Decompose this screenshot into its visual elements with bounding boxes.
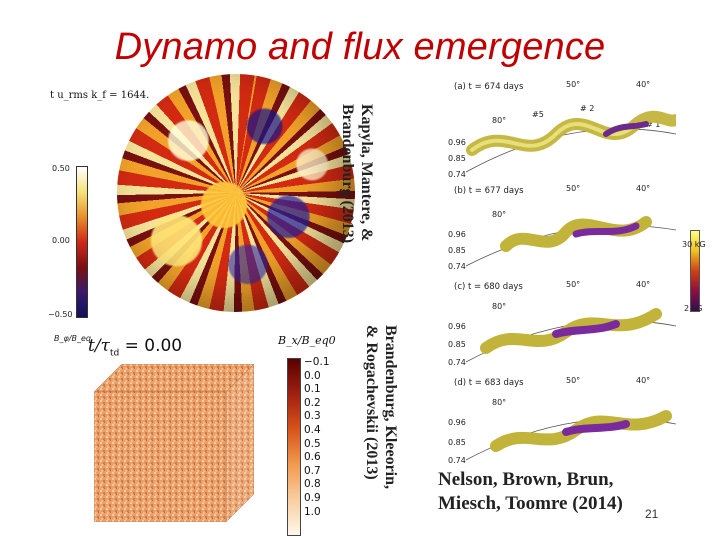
cube-credit: Brandenburg, Kleeorin, & Rogachevskii (2…	[356, 325, 400, 525]
slide-title: Dynamo and flux emergence	[114, 26, 606, 68]
wedge-colorbar-bottom: 2 kG	[684, 304, 703, 313]
wedge-tag: # 1	[646, 120, 661, 129]
wedge-credit: Nelson, Brown, Brun, Miesch, Toomre (201…	[438, 468, 623, 516]
wedge-tube-image	[466, 308, 676, 363]
wedge-panel-d: (d) t = 683 days 50° 40° 80° 0.96 0.85 0…	[436, 376, 676, 472]
wedge-credit-line1: Nelson, Brown, Brun,	[438, 469, 614, 490]
wedge-tube-image	[466, 216, 676, 267]
cube-time-label: t/τtd = 0.00	[88, 336, 182, 358]
wedge-colorbar-top: 30 kG	[682, 240, 706, 249]
wedge-panel-b: (b) t = 677 days 50° 40° 80° 0.96 0.85 0…	[436, 184, 676, 280]
wedge-r-value: 0.85	[448, 154, 466, 163]
wedge-r-value: 0.85	[448, 340, 466, 349]
cube-colorbar-tick: 0.3	[304, 410, 321, 423]
wedge-lat-right: 40°	[636, 376, 651, 385]
wedge-lat-left: 50°	[566, 376, 581, 385]
wedge-panel-c: (c) t = 680 days 50° 40° 80° 0.96 0.85 0…	[436, 280, 676, 376]
wedge-r-value: 0.74	[448, 456, 466, 465]
wedge-colorbar	[690, 230, 700, 312]
wedge-lat-left: 50°	[566, 280, 581, 289]
wedge-tag: 80°	[492, 210, 507, 219]
cube-colorbar-tick: 0.6	[304, 451, 321, 464]
wedge-credit-line2: Miesch, Toomre (2014)	[438, 493, 623, 514]
wedge-r-value: 0.85	[448, 438, 466, 447]
wedge-tube-image	[466, 110, 676, 173]
cube-credit-line1: Brandenburg, Kleeorin,	[382, 325, 399, 490]
wedge-r-value: 0.96	[448, 138, 466, 147]
wedge-tube-image	[466, 410, 676, 461]
sphere-colorbar-tick: 0.50	[52, 164, 70, 173]
wedge-r-value: 0.96	[448, 322, 466, 331]
wedge-tag: 80°	[492, 302, 507, 311]
wedge-r-value: 0.74	[448, 170, 466, 179]
sphere-caption: t u_rms k_f = 1644.	[50, 90, 150, 101]
sphere-colorbar-tick: −0.50	[48, 310, 73, 319]
wedge-tag: 80°	[492, 116, 507, 125]
cube-colorbar-tick: 1.0	[304, 505, 321, 518]
wedge-panel-label: (b) t = 677 days	[454, 186, 524, 196]
cube-colorbar	[287, 358, 301, 536]
wedge-r-value: 0.96	[448, 230, 466, 239]
wedge-figure: (a) t = 674 days 50° 40° 80° #5 # 2 # 1 …	[436, 80, 706, 495]
cube-colorbar-tick: 0.5	[304, 437, 321, 450]
wedge-lat-left: 50°	[566, 80, 581, 89]
wedge-tag: 80°	[492, 398, 507, 407]
wedge-lat-right: 40°	[636, 280, 651, 289]
wedge-panel-label: (c) t = 680 days	[454, 282, 523, 292]
wedge-lat-right: 40°	[636, 184, 651, 193]
wedge-panel-label: (d) t = 683 days	[454, 378, 524, 388]
cube-colorbar-tick: 0.0	[304, 369, 321, 382]
cube-colorbar-tick: 0.9	[304, 491, 321, 504]
page-number: 21	[645, 507, 659, 521]
wedge-panel-label: (a) t = 674 days	[454, 82, 524, 92]
cube-colorbar-tick: −0.1	[304, 356, 330, 368]
cube-colorbar-tick: 0.1	[304, 383, 321, 396]
sphere-figure: t u_rms k_f = 1644. 0.50 0.00 −0.50 B_φ/…	[44, 72, 355, 343]
wedge-r-value: 0.96	[448, 418, 466, 427]
cube-colorbar-tick: 0.8	[304, 478, 321, 491]
cube-time-sub: td	[109, 348, 120, 359]
wedge-r-value: 0.74	[448, 358, 466, 367]
wedge-lat-left: 50°	[566, 184, 581, 193]
wedge-r-value: 0.74	[448, 262, 466, 271]
sphere-colorbar-tick: 0.00	[52, 236, 70, 245]
sphere-credit: Kapyla, Mantere, & Brandenburg (2013)	[336, 104, 376, 274]
cube-colorbar-tick: 0.2	[304, 396, 321, 409]
cube-image	[94, 364, 254, 522]
sphere-image	[117, 74, 355, 312]
wedge-tag: # 2	[580, 104, 595, 113]
cube-colorbar-ticks: −0.1 0.0 0.1 0.2 0.3 0.4 0.5 0.6 0.7 0.8…	[304, 356, 330, 519]
sphere-credit-line2: Brandenburg (2013)	[339, 104, 356, 244]
cube-colorbar-tick: 0.7	[304, 464, 321, 477]
cube-time-symbol: t/τ	[88, 336, 110, 356]
sphere-colorbar-label: B_φ/B_eq	[54, 334, 91, 343]
sphere-credit-line1: Kapyla, Mantere, &	[358, 104, 375, 242]
wedge-panel-a: (a) t = 674 days 50° 40° 80° #5 # 2 # 1 …	[436, 80, 676, 179]
wedge-tag: #5	[532, 110, 544, 119]
wedge-r-value: 0.85	[448, 246, 466, 255]
cube-time-value: = 0.00	[124, 336, 183, 356]
wedge-lat-right: 40°	[636, 80, 651, 89]
sphere-colorbar	[76, 166, 88, 318]
cube-colorbar-title: B_x/B_eq0	[278, 334, 336, 347]
cube-figure: t/τtd = 0.00 B_x/B_eq0 −0.1 0.0 0.1 0.2 …	[82, 330, 372, 536]
cube-credit-line2: & Rogachevskii (2013)	[363, 325, 380, 480]
cube-colorbar-tick: 0.4	[304, 423, 321, 436]
